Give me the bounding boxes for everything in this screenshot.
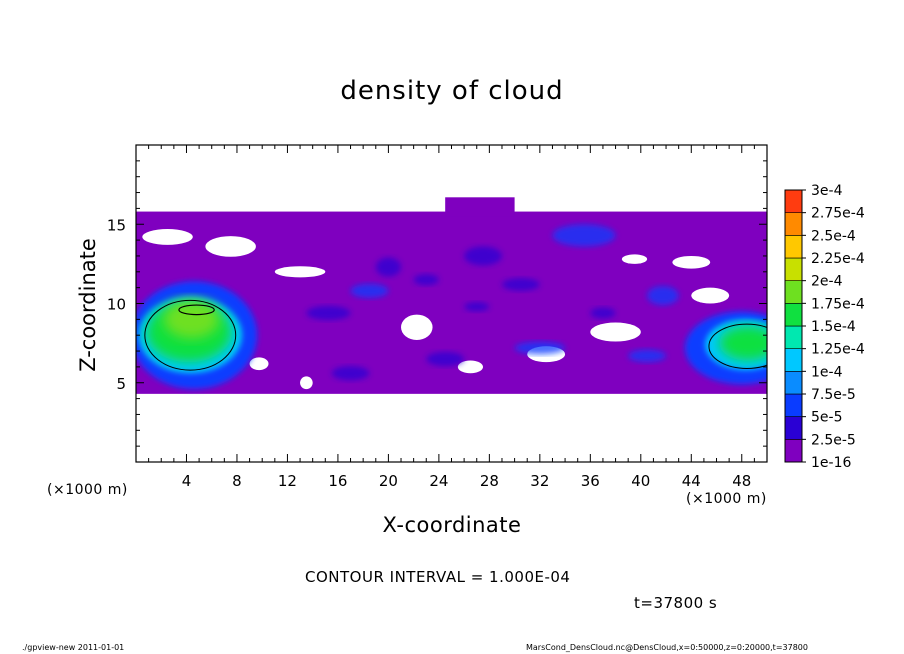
cloud-gap [691, 287, 730, 304]
cloud-wisp [514, 341, 566, 355]
x-unit-label-left: (×1000 m) [47, 482, 128, 498]
x-axis-label: X-coordinate [382, 513, 522, 537]
cloud-wisp [590, 307, 616, 319]
colorbar-label: 1e-4 [811, 364, 843, 380]
cloud-wisp [375, 257, 402, 277]
cloud-wisp [552, 224, 616, 247]
colorbar-label: 7.5e-5 [811, 387, 856, 403]
colorbar-swatch [784, 212, 803, 236]
x-tick-label: 32 [530, 472, 549, 490]
x-tick-label: 44 [682, 472, 701, 490]
cloud-wisp [331, 366, 370, 381]
cloud-gap [249, 357, 269, 371]
colorbar-label: 1e-16 [811, 455, 851, 471]
x-tick-label: 8 [232, 472, 242, 490]
colorbar-label: 2.5e-4 [811, 228, 856, 244]
x-tick-label: 12 [278, 472, 297, 490]
cloud-gap [590, 322, 641, 342]
left-cloud-contour [144, 299, 237, 371]
cloud-gap [142, 229, 193, 245]
cloud-wisp [306, 305, 351, 321]
cloud-wisp [628, 349, 667, 363]
cloud-wisp [413, 274, 439, 286]
cloud-wisp [426, 351, 465, 367]
right-cloud-inner [719, 325, 767, 361]
x-tick-label: 40 [631, 472, 650, 490]
time-stamp: t=37800 s [634, 594, 718, 612]
colorbar-label: 5e-5 [811, 410, 842, 426]
cloud-wisp [647, 286, 679, 306]
cloud-wisp [464, 246, 502, 266]
cloud-gap [621, 254, 648, 264]
right-cloud-contour [708, 323, 767, 369]
colorbar-swatch [784, 416, 803, 440]
y-tick-label: 10 [107, 296, 126, 314]
colorbar-swatch [784, 325, 803, 349]
y-tick-label: 15 [107, 216, 126, 234]
colorbar-swatch [784, 189, 803, 213]
colorbar: 1e-16 2.5e-5 5e-5 7.5e-5 1e-4 1.25e-4 1.5e-4 1.… [784, 183, 865, 471]
colorbar-swatch [784, 303, 803, 327]
colorbar-swatch [784, 371, 803, 395]
cloud-gap [274, 266, 326, 278]
colorbar-label: 1.25e-4 [811, 342, 865, 358]
cloud-wisp [350, 283, 389, 298]
colorbar-swatch [784, 348, 803, 372]
colorbar-swatch [784, 235, 803, 259]
colorbar-swatch [784, 257, 803, 281]
y-tick-label: 5 [116, 375, 126, 393]
colorbar-label: 1.5e-4 [811, 319, 856, 335]
colorbar-label: 1.75e-4 [811, 296, 865, 312]
x-tick-label: 28 [480, 472, 499, 490]
cloud-wisp [501, 278, 540, 291]
cloud-gap [457, 360, 484, 374]
cloud-gap [401, 314, 433, 340]
colorbar-label: 2e-4 [811, 274, 843, 290]
colorbar-swatch [784, 280, 803, 304]
colorbar-swatch [784, 439, 803, 463]
y-axis-label: Z-coordinate [76, 238, 100, 372]
x-tick-label: 48 [732, 472, 751, 490]
colorbar-label: 2.5e-5 [811, 432, 856, 448]
cloud-gap [300, 376, 313, 390]
x-tick-label: 24 [429, 472, 448, 490]
colorbar-label: 3e-4 [811, 183, 843, 199]
colorbar-label: 2.75e-4 [811, 206, 865, 222]
left-cloud-contour-core [178, 304, 215, 316]
x-tick-label: 20 [379, 472, 398, 490]
colorbar-swatch [784, 393, 803, 417]
cloud-top-bump [445, 197, 515, 217]
x-tick-label: 16 [328, 472, 347, 490]
cloud-gap [205, 236, 256, 257]
x-tick-label: 4 [182, 472, 192, 490]
x-unit-label-right: (×1000 m) [686, 491, 767, 507]
cloud-gap [672, 255, 711, 269]
contour-interval-note: CONTOUR INTERVAL = 1.000E-04 [305, 568, 571, 586]
x-tick-label: 36 [581, 472, 600, 490]
chart-title: density of cloud [340, 76, 564, 106]
footer-program: ./gpview-new 2011-01-01 [22, 643, 125, 652]
density-field [136, 197, 767, 394]
left-cloud-core [163, 300, 220, 339]
colorbar-label: 2.25e-4 [811, 251, 865, 267]
cloud-wisp [464, 301, 490, 312]
footer-source: MarsCond_DensCloud.nc@DensCloud,x=0:5000… [526, 643, 808, 652]
